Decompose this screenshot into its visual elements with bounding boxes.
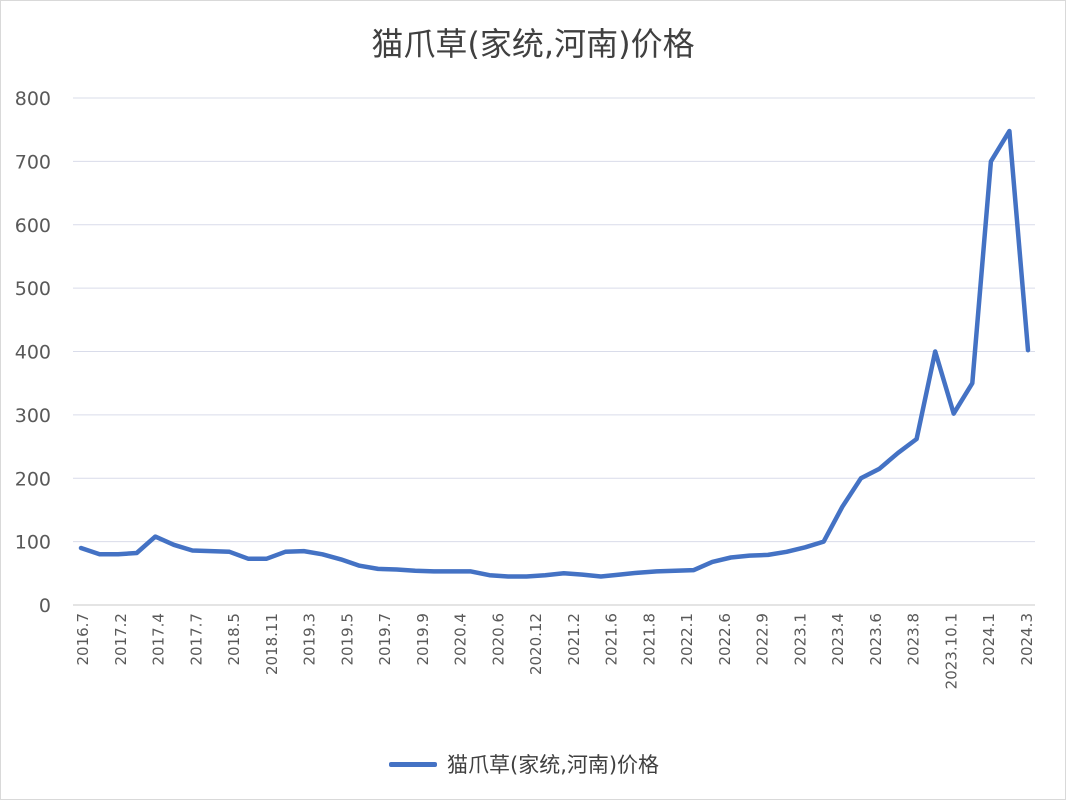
- x-tick-label: 2019.3: [301, 613, 319, 666]
- x-tick-label: 2024.3: [1018, 613, 1036, 666]
- x-tick-label: 2017.4: [150, 613, 168, 666]
- x-tick-label: 2017.7: [187, 613, 205, 666]
- x-tick-label: 2022.6: [716, 613, 734, 666]
- y-tick-label: 200: [15, 468, 51, 490]
- x-tick-label: 2023.6: [867, 613, 885, 666]
- x-tick-label: 2020.4: [452, 613, 470, 666]
- y-tick-label: 300: [15, 405, 51, 427]
- x-tick-label: 2021.2: [565, 613, 583, 666]
- x-tick-label: 2024.1: [980, 613, 998, 666]
- legend: 猫爪草(家统,河南)价格: [389, 749, 659, 779]
- chart-title: 猫爪草(家统,河南)价格: [371, 25, 695, 63]
- y-tick-label: 700: [15, 151, 51, 173]
- x-tick-label: 2019.9: [414, 613, 432, 666]
- y-tick-label: 800: [15, 88, 51, 110]
- x-tick-label: 2022.9: [754, 613, 772, 666]
- legend-label: 猫爪草(家统,河南)价格: [447, 753, 660, 777]
- y-tick-label: 600: [15, 215, 51, 237]
- x-tick-label: 2019.5: [338, 613, 356, 666]
- x-tick-label: 2019.7: [376, 613, 394, 666]
- x-tick-label: 2023.1: [791, 613, 809, 666]
- legend-swatch: [389, 761, 437, 767]
- y-tick-label: 500: [15, 278, 51, 300]
- x-tick-label: 2020.12: [527, 613, 545, 675]
- series-line: [78, 128, 1031, 579]
- y-tick-label: 400: [15, 342, 51, 364]
- y-tick-label: 100: [15, 532, 51, 554]
- x-tick-label: 2016.7: [74, 613, 92, 666]
- x-tick-label: 2021.8: [640, 613, 658, 666]
- x-tick-label: 2020.6: [489, 613, 507, 666]
- x-tick-label: 2022.1: [678, 613, 696, 666]
- x-tick-label: 2018.5: [225, 613, 243, 666]
- x-tick-label: 2018.11: [263, 613, 281, 675]
- x-tick-label: 2023.8: [905, 613, 923, 666]
- x-tick-label: 2023.10.1: [942, 613, 960, 689]
- x-tick-label: 2021.6: [603, 613, 621, 666]
- x-tick-label: 2023.4: [829, 613, 847, 666]
- x-tick-label: 2017.2: [112, 613, 130, 666]
- y-tick-label: 0: [39, 595, 51, 617]
